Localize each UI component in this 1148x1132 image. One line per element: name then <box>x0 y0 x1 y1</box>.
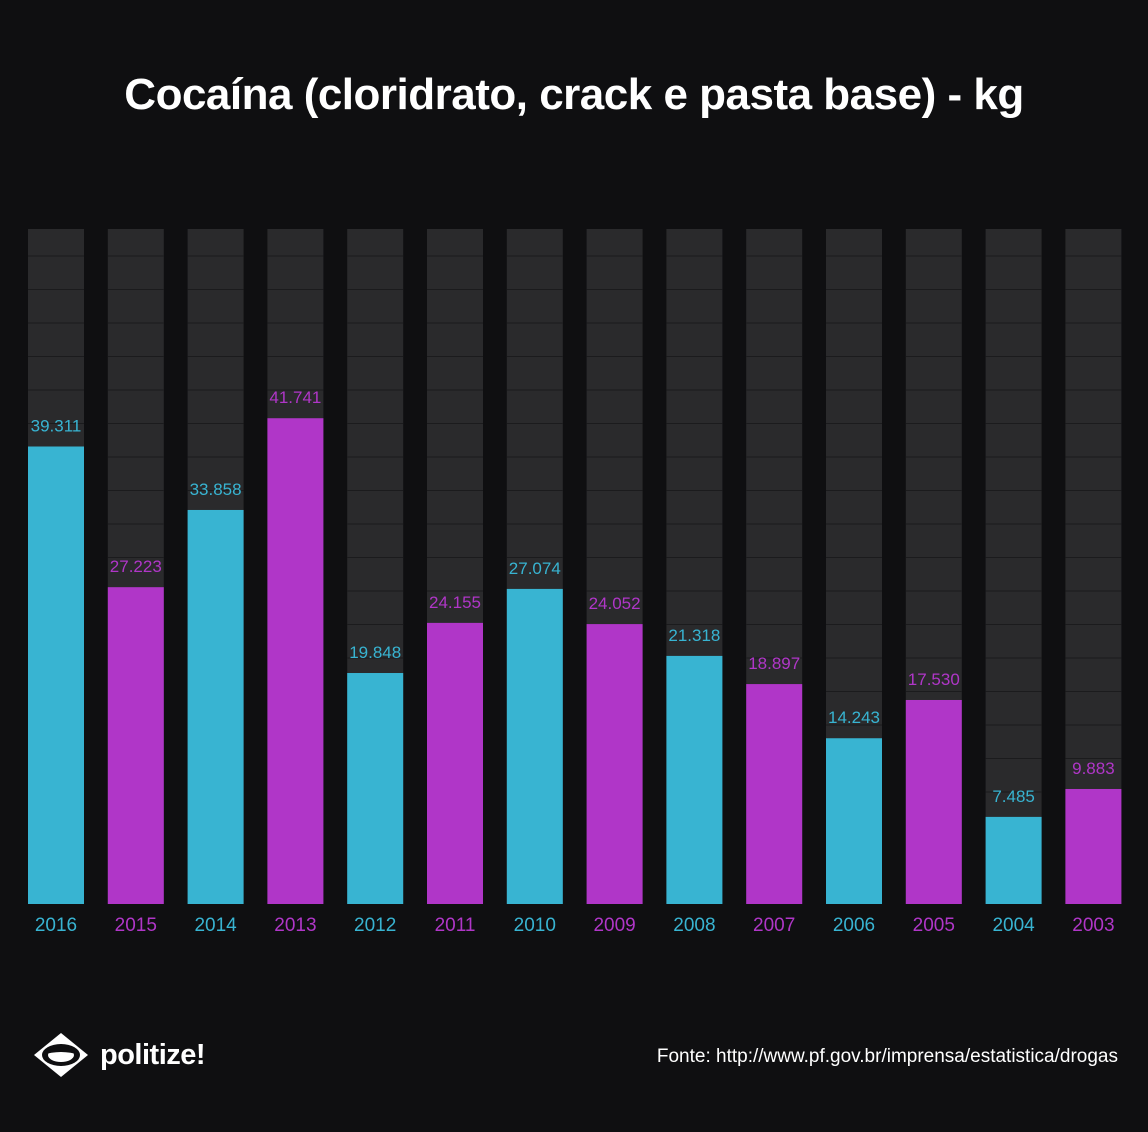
brand-logo: politize! <box>32 1030 206 1080</box>
bar-2009 <box>586 624 643 904</box>
value-label: 19.848 <box>349 643 401 662</box>
bar-2015 <box>107 587 164 904</box>
chart-title: Cocaína (cloridrato, crack e pasta base)… <box>124 70 1024 119</box>
value-label: 7.485 <box>992 787 1035 806</box>
year-label: 2016 <box>35 915 77 936</box>
brand-name: politize! <box>100 1038 206 1071</box>
year-label: 2004 <box>992 915 1035 936</box>
year-label: 2003 <box>1072 915 1114 936</box>
bar-2014 <box>187 509 244 904</box>
year-label: 2014 <box>194 915 237 936</box>
year-label: 2007 <box>753 915 795 936</box>
bar-2007 <box>746 684 803 904</box>
eye-logo-icon <box>34 1033 88 1077</box>
value-label: 17.530 <box>908 670 960 689</box>
year-label: 2005 <box>913 915 955 936</box>
value-label: 33.858 <box>190 480 242 499</box>
bar-2003 <box>1065 788 1122 904</box>
value-label: 24.052 <box>589 594 641 613</box>
year-label: 2008 <box>673 915 715 936</box>
year-label: 2011 <box>435 915 476 936</box>
bar-2016 <box>28 446 84 904</box>
year-label: 2009 <box>593 915 635 936</box>
value-label: 39.311 <box>31 417 82 436</box>
value-label: 14.243 <box>828 708 880 727</box>
bar-2010 <box>506 588 563 904</box>
value-label: 27.223 <box>110 557 162 576</box>
year-label: 2013 <box>274 915 316 936</box>
bar-2013 <box>267 418 324 904</box>
value-label: 9.883 <box>1072 759 1115 778</box>
bar-2005 <box>905 699 962 904</box>
bar-2004 <box>985 816 1042 904</box>
bar-2012 <box>347 673 404 904</box>
value-label: 21.318 <box>668 626 720 645</box>
bar-chart: 39.311 2016 27.223 2015 33.858 2014 41.741 2013… <box>28 229 1122 936</box>
year-label: 2010 <box>514 915 556 936</box>
value-label: 27.074 <box>509 559 561 578</box>
value-label: 24.155 <box>429 593 481 612</box>
year-label: 2012 <box>354 915 396 936</box>
value-label: 41.741 <box>269 388 321 407</box>
bar-2008 <box>666 655 723 904</box>
year-label: 2015 <box>115 915 157 936</box>
bar-2011 <box>427 622 483 904</box>
bar-2006 <box>826 738 882 904</box>
year-label: 2006 <box>833 915 875 936</box>
source-text: Fonte: http://www.pf.gov.br/imprensa/est… <box>656 1046 1118 1067</box>
value-label: 18.897 <box>748 654 800 673</box>
